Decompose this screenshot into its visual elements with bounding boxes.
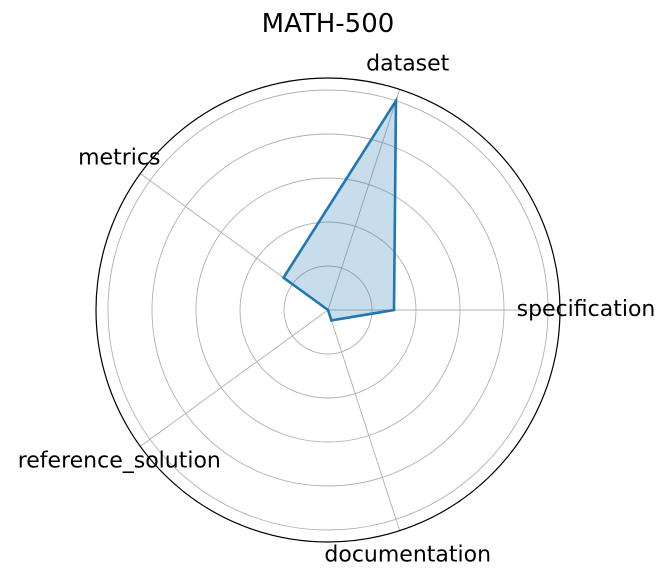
series-line [281, 96, 398, 322]
data-point-reference_solution [326, 308, 330, 312]
radial-grid [107, 89, 560, 531]
data-point-dataset [394, 99, 398, 102]
spoke-dataset [327, 89, 401, 311]
axis-label-documentation: documentation [324, 542, 491, 567]
series-layer [281, 96, 398, 322]
axis-label-specification: specification [517, 297, 656, 322]
spoke-documentation [327, 309, 401, 531]
axis-label-metrics: metrics [78, 145, 160, 170]
data-point-metrics [282, 276, 285, 279]
axis-label-reference_solution: reference_solution [18, 449, 221, 474]
outer-frame [95, 77, 561, 543]
data-point-specification [392, 308, 396, 312]
data-point-documentation [330, 319, 333, 322]
spoke-reference_solution [140, 309, 329, 447]
chart-title: MATH-500 [262, 9, 395, 39]
axis-labels: specification dataset metrics reference_sol… [18, 52, 656, 568]
series-area [283, 100, 396, 321]
axis-label-dataset: dataset [366, 52, 450, 77]
